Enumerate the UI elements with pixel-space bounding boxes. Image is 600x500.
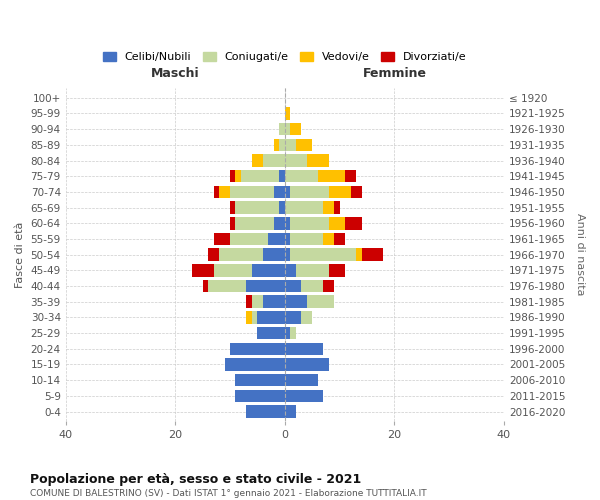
Bar — [290, 232, 323, 245]
Bar — [252, 154, 263, 167]
Bar — [285, 170, 317, 182]
Bar — [285, 390, 323, 402]
Bar — [247, 280, 285, 292]
Bar — [214, 232, 230, 245]
Text: Femmine: Femmine — [362, 68, 427, 80]
Bar — [285, 232, 290, 245]
Bar — [280, 138, 285, 151]
Bar — [285, 327, 290, 340]
Bar — [296, 138, 312, 151]
Bar — [219, 248, 263, 261]
Bar — [362, 248, 383, 261]
Bar — [329, 186, 350, 198]
Bar — [274, 217, 285, 230]
Bar — [334, 202, 340, 214]
Bar — [345, 217, 362, 230]
Bar — [274, 138, 280, 151]
Bar — [191, 264, 214, 276]
Bar — [230, 232, 268, 245]
Bar — [285, 406, 296, 418]
Bar — [290, 248, 356, 261]
Bar — [334, 232, 345, 245]
Bar — [285, 280, 301, 292]
Bar — [323, 280, 334, 292]
Bar — [285, 248, 290, 261]
Legend: Celibi/Nubili, Coniugati/e, Vedovi/e, Divorziati/e: Celibi/Nubili, Coniugati/e, Vedovi/e, Di… — [98, 48, 472, 66]
Bar — [290, 186, 329, 198]
Bar — [285, 138, 296, 151]
Bar — [230, 202, 235, 214]
Bar — [268, 232, 285, 245]
Bar — [350, 186, 362, 198]
Bar — [252, 296, 263, 308]
Bar — [235, 374, 285, 386]
Bar — [329, 264, 345, 276]
Bar — [285, 374, 317, 386]
Bar — [280, 170, 285, 182]
Text: Popolazione per età, sesso e stato civile - 2021: Popolazione per età, sesso e stato civil… — [30, 472, 361, 486]
Bar — [290, 217, 329, 230]
Bar — [285, 358, 329, 371]
Bar — [285, 296, 307, 308]
Bar — [296, 264, 329, 276]
Bar — [230, 186, 274, 198]
Bar — [280, 123, 285, 136]
Bar — [235, 390, 285, 402]
Bar — [301, 280, 323, 292]
Bar — [285, 311, 301, 324]
Bar — [285, 123, 290, 136]
Bar — [230, 217, 235, 230]
Bar — [307, 296, 334, 308]
Bar — [345, 170, 356, 182]
Bar — [247, 296, 252, 308]
Bar — [263, 248, 285, 261]
Bar — [257, 311, 285, 324]
Bar — [285, 217, 290, 230]
Bar — [290, 123, 301, 136]
Bar — [214, 264, 252, 276]
Bar — [323, 232, 334, 245]
Bar — [219, 186, 230, 198]
Bar — [230, 170, 235, 182]
Bar — [241, 170, 280, 182]
Bar — [285, 186, 290, 198]
Bar — [274, 186, 285, 198]
Bar — [290, 327, 296, 340]
Bar — [285, 154, 307, 167]
Bar — [323, 202, 334, 214]
Bar — [208, 248, 219, 261]
Y-axis label: Anni di nascita: Anni di nascita — [575, 214, 585, 296]
Bar — [230, 342, 285, 355]
Bar — [203, 280, 208, 292]
Bar — [285, 202, 323, 214]
Bar — [247, 406, 285, 418]
Bar — [285, 342, 323, 355]
Bar — [263, 154, 285, 167]
Bar — [235, 202, 280, 214]
Text: Maschi: Maschi — [151, 68, 200, 80]
Bar — [285, 107, 290, 120]
Bar — [263, 296, 285, 308]
Bar — [257, 327, 285, 340]
Bar — [208, 280, 247, 292]
Bar — [252, 311, 257, 324]
Bar — [317, 170, 345, 182]
Bar — [247, 311, 252, 324]
Bar — [235, 170, 241, 182]
Y-axis label: Fasce di età: Fasce di età — [15, 222, 25, 288]
Bar — [329, 217, 345, 230]
Bar — [301, 311, 312, 324]
Bar — [356, 248, 362, 261]
Bar — [214, 186, 219, 198]
Bar — [252, 264, 285, 276]
Bar — [280, 202, 285, 214]
Bar — [224, 358, 285, 371]
Bar — [285, 264, 296, 276]
Text: COMUNE DI BALESTRINO (SV) - Dati ISTAT 1° gennaio 2021 - Elaborazione TUTTITALIA: COMUNE DI BALESTRINO (SV) - Dati ISTAT 1… — [30, 489, 427, 498]
Bar — [307, 154, 329, 167]
Bar — [235, 217, 274, 230]
